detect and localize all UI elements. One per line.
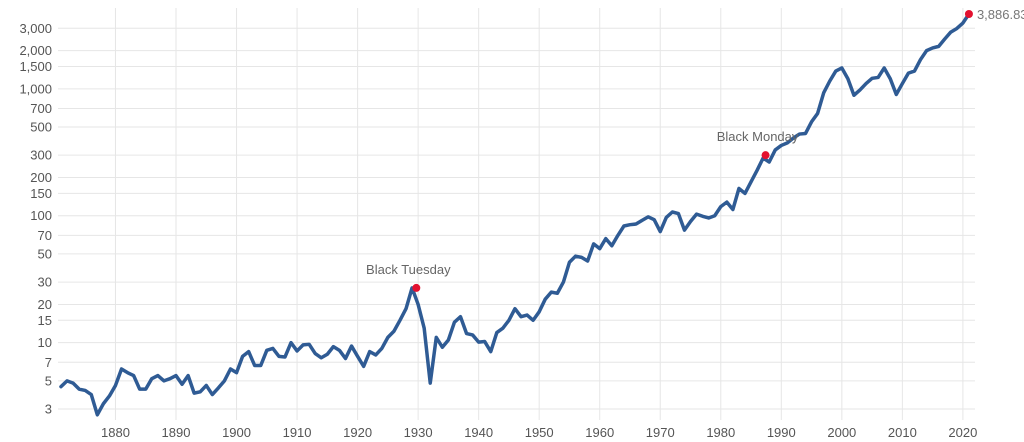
x-tick-label: 2010 — [888, 425, 917, 440]
end-value-label: 3,886.83 — [977, 7, 1024, 22]
x-tick-label: 1900 — [222, 425, 251, 440]
x-tick-label: 1940 — [464, 425, 493, 440]
x-tick-label: 1970 — [646, 425, 675, 440]
y-tick-label: 500 — [30, 120, 52, 135]
y-tick-label: 3 — [45, 402, 52, 417]
y-tick-label: 1,500 — [19, 59, 52, 74]
y-tick-label: 300 — [30, 148, 52, 163]
annotation-label: Black Tuesday — [366, 262, 451, 277]
x-axis-tick-labels: 1880 1890 1900 1910 1920 1930 1940 1950 1960 1970… — [101, 425, 977, 440]
annotation-label: Black Monday — [717, 129, 799, 144]
annotations: Black Tuesday Black Monday 3,886.83 — [366, 7, 1024, 277]
series-line — [59, 12, 971, 417]
y-tick-label: 30 — [38, 275, 52, 290]
x-tick-label: 2020 — [948, 425, 977, 440]
x-tick-label: 2000 — [827, 425, 856, 440]
y-tick-label: 200 — [30, 170, 52, 185]
x-tick-label: 1910 — [283, 425, 312, 440]
x-tick-label: 1950 — [525, 425, 554, 440]
x-tick-label: 1920 — [343, 425, 372, 440]
x-tick-label: 1990 — [767, 425, 796, 440]
y-tick-label: 15 — [38, 313, 52, 328]
x-tick-label: 1890 — [162, 425, 191, 440]
annotation-marker — [412, 283, 421, 292]
y-tick-label: 50 — [38, 246, 52, 261]
y-tick-label: 1,000 — [19, 81, 52, 96]
x-tick-label: 1960 — [585, 425, 614, 440]
x-tick-label: 1880 — [101, 425, 130, 440]
x-tick-label: 1930 — [404, 425, 433, 440]
highlight-markers — [412, 10, 973, 292]
y-tick-label: 10 — [38, 335, 52, 350]
x-tick-label: 1980 — [706, 425, 735, 440]
y-tick-label: 7 — [45, 355, 52, 370]
y-tick-label: 100 — [30, 208, 52, 223]
y-tick-label: 700 — [30, 101, 52, 116]
annotation-marker — [761, 151, 770, 160]
y-tick-label: 20 — [38, 297, 52, 312]
y-tick-label: 150 — [30, 186, 52, 201]
end-value-marker — [964, 10, 973, 18]
y-tick-label: 2,000 — [19, 43, 52, 58]
y-tick-label: 70 — [38, 228, 52, 243]
y-tick-label: 3,000 — [19, 21, 52, 36]
y-tick-label: 5 — [45, 373, 52, 388]
